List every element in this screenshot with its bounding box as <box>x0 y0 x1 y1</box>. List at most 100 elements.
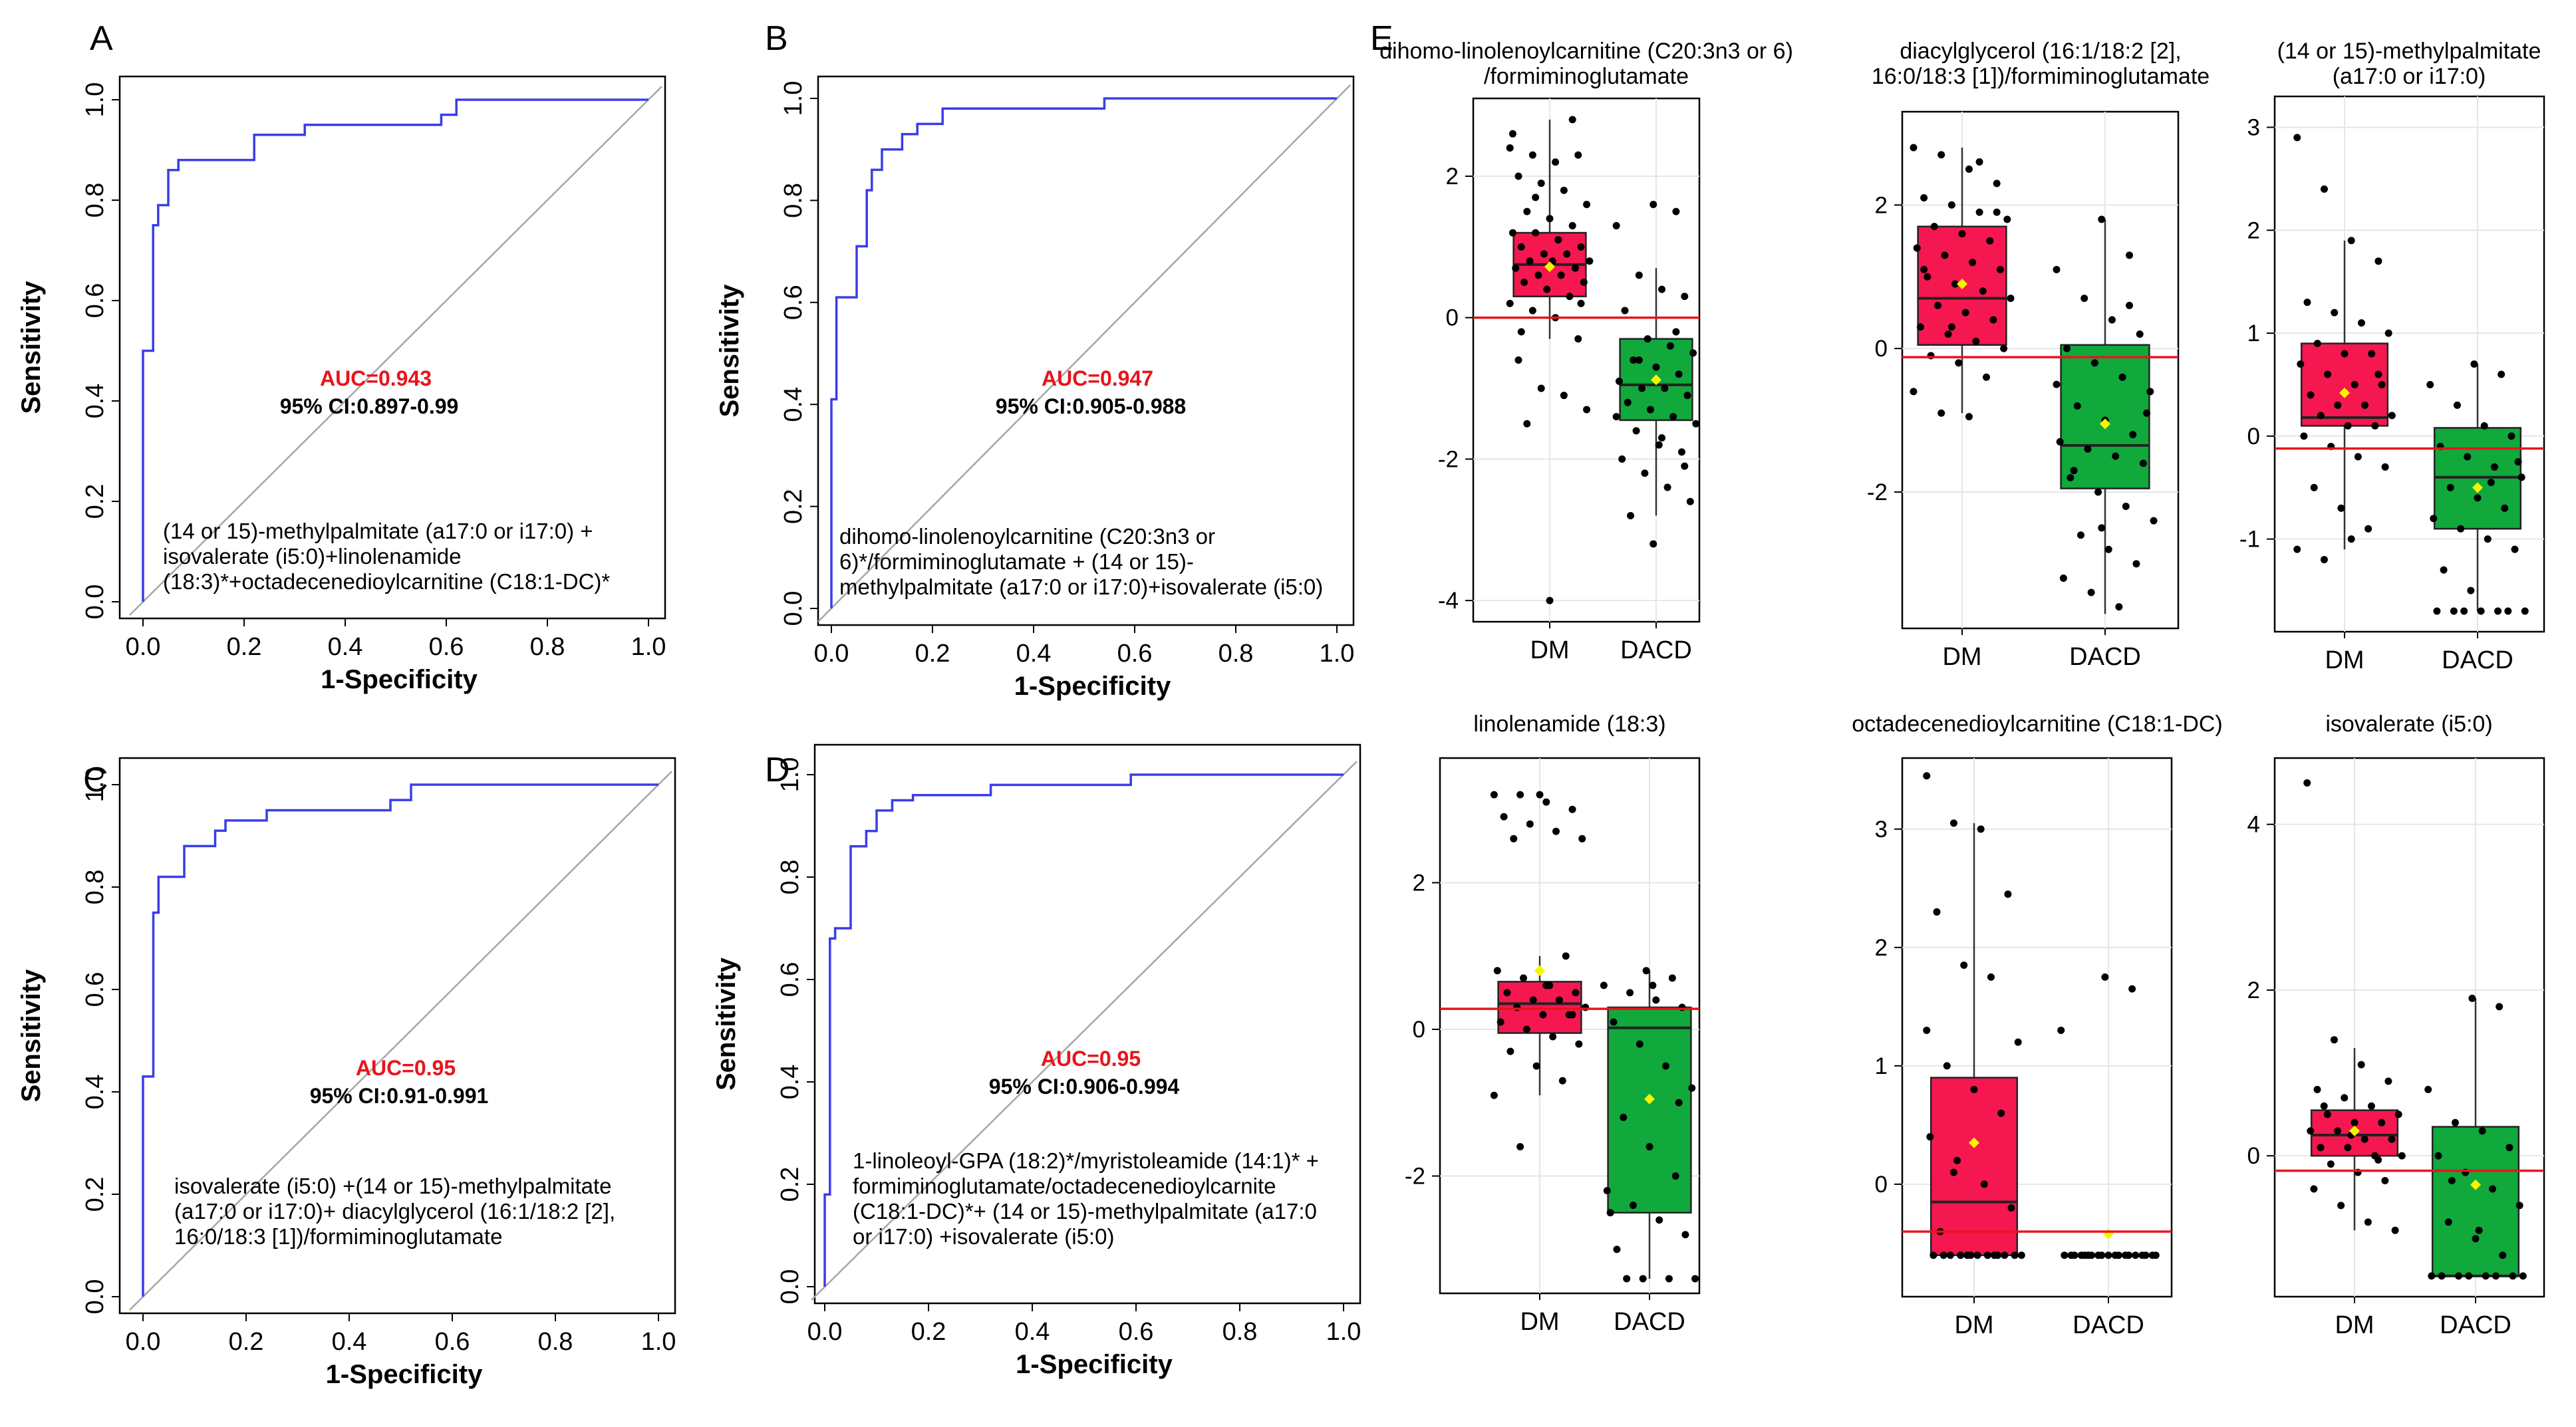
data-point <box>2084 445 2092 453</box>
boxplot-panel: (14 or 15)-methylpalmitate(a17:0 or i17:… <box>2239 39 2545 674</box>
data-point <box>2478 1127 2486 1135</box>
auc-label: AUC=0.95 <box>356 1056 456 1080</box>
data-point <box>2094 488 2102 496</box>
data-point <box>1994 1251 2002 1259</box>
data-point <box>1671 1172 1679 1180</box>
category-label-dm: DM <box>1520 1308 1559 1336</box>
data-point <box>2337 504 2345 512</box>
data-point <box>1508 229 1516 237</box>
data-point <box>2014 1038 2022 1046</box>
data-point <box>1672 207 1680 215</box>
data-point <box>2004 890 2012 898</box>
data-point <box>2446 483 2454 491</box>
y-tick-label: -2 <box>1867 479 1888 505</box>
data-point <box>2514 458 2522 466</box>
y-tick-label: -4 <box>1438 588 1459 614</box>
data-point <box>1577 243 1585 251</box>
data-point <box>1949 819 1957 827</box>
data-point <box>2293 134 2301 142</box>
data-point <box>1615 377 1623 385</box>
data-point <box>2457 525 2465 533</box>
diagonal-reference-line <box>817 84 1351 622</box>
model-formula-line: 6)*/formiminoglutamate + (14 or 15)- <box>839 549 1194 574</box>
data-point <box>1627 511 1635 519</box>
y-tick-label: 2 <box>1875 935 1888 961</box>
data-point <box>1613 1245 1621 1253</box>
data-point <box>1532 1062 1540 1070</box>
mean-marker <box>2472 482 2483 493</box>
roc-panel-d: D 0.0 0.2 0.4 0.6 0.8 1.0 0.0 0.2 0.4 0.6 0.8 1.0 1-S… <box>712 743 1361 1379</box>
data-point <box>1669 413 1677 421</box>
data-point <box>1652 996 1660 1004</box>
y-axis-title: Sensitivity <box>17 969 46 1103</box>
x-axis-title: 1-Specificity <box>321 665 478 694</box>
data-point <box>1500 813 1508 821</box>
data-point <box>1574 335 1582 343</box>
data-point <box>1644 335 1651 343</box>
data-point <box>2344 1144 2352 1152</box>
data-point <box>1668 974 1676 982</box>
data-point <box>2460 607 2468 615</box>
data-point <box>1537 384 1545 392</box>
model-formula-line: dihomo-linolenoylcarnitine (C20:3n3 or <box>839 524 1215 549</box>
data-point <box>2394 1110 2402 1118</box>
data-point <box>1958 229 1966 237</box>
category-label-dacd: DACD <box>2073 1311 2144 1339</box>
data-point <box>2501 504 2509 512</box>
y-tick-label: 0.2 <box>81 1177 109 1212</box>
data-point <box>2388 1135 2396 1143</box>
y-tick-label: 0.8 <box>81 183 109 218</box>
data-point <box>2098 215 2106 223</box>
data-point <box>2341 1094 2349 1102</box>
data-point <box>1536 791 1544 799</box>
roc-curve <box>823 773 1344 1287</box>
data-point <box>2067 473 2075 481</box>
data-point <box>2139 459 2147 467</box>
data-point <box>2087 588 2095 596</box>
category-label-dacd: DACD <box>2440 1311 2511 1339</box>
y-tick-label: 2 <box>1446 164 1459 190</box>
y-tick-label: 0.2 <box>81 484 109 519</box>
data-point <box>1939 1251 1947 1259</box>
y-tick-label: 0 <box>1413 1017 1425 1043</box>
data-point <box>2515 1202 2523 1210</box>
data-point <box>2129 431 2137 439</box>
mean-marker <box>2100 418 2110 430</box>
model-formula-line: 16:0/18:3 [1])/formiminoglutamate <box>174 1224 502 1249</box>
y-tick-label: 2 <box>2247 217 2260 243</box>
data-point <box>1629 1202 1637 1210</box>
data-point <box>2341 350 2349 358</box>
data-point <box>1944 330 1952 338</box>
data-point <box>2381 463 2389 471</box>
data-point <box>2398 1152 2406 1160</box>
data-point <box>1606 1209 1614 1217</box>
data-point <box>2347 237 2355 245</box>
data-point <box>1560 186 1568 194</box>
data-point <box>1568 805 1576 813</box>
x-tick-label: 0.4 <box>332 1328 367 1356</box>
y-tick-label: 0 <box>2247 1143 2260 1169</box>
data-point <box>1514 356 1522 364</box>
data-point <box>1520 279 1528 287</box>
model-formula-line: (14 or 15)-methylpalmitate (a17:0 or i17… <box>163 519 593 543</box>
y-tick-label: 0.6 <box>81 283 109 319</box>
y-tick-label: 0.8 <box>81 870 109 905</box>
ci-label: 95% CI:0.91-0.991 <box>310 1084 489 1108</box>
data-point <box>2354 453 2362 461</box>
data-point <box>1540 250 1548 258</box>
auc-label: AUC=0.947 <box>1042 366 1153 390</box>
data-point <box>2361 401 2369 409</box>
data-point <box>1554 236 1562 244</box>
data-point <box>1663 483 1671 491</box>
category-label-dacd: DACD <box>2069 643 2141 671</box>
data-point <box>1534 271 1542 279</box>
data-point <box>2317 1144 2325 1152</box>
data-point <box>1662 1062 1670 1070</box>
data-point <box>1675 370 1683 378</box>
data-point <box>2320 1102 2328 1110</box>
data-point <box>1652 363 1660 371</box>
data-point <box>1983 373 1991 381</box>
data-point <box>2080 1251 2088 1259</box>
data-point <box>1686 497 1694 505</box>
data-point <box>1523 207 1531 215</box>
